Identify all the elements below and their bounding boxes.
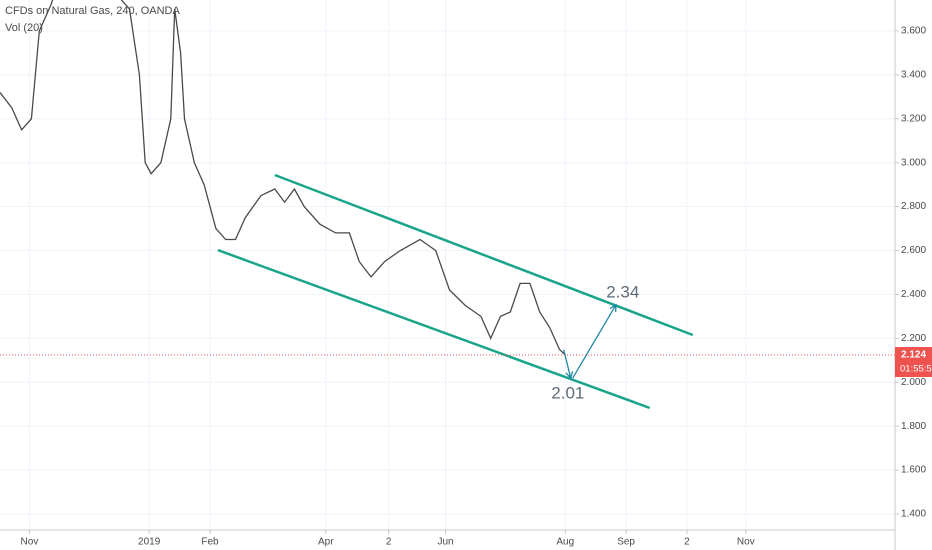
y-tick-label: 2.200	[901, 333, 926, 344]
annotation: 2.34	[606, 282, 639, 301]
y-tick-label: 1.800	[901, 421, 926, 432]
price-line	[0, 0, 566, 356]
y-tick-label: 3.200	[901, 113, 926, 124]
y-tick-label: 2.800	[901, 201, 926, 212]
plot-area	[0, 0, 694, 410]
annotation: 2.01	[551, 383, 584, 402]
volume-label: Vol (20)	[5, 22, 43, 34]
y-tick-label: 2.600	[901, 245, 926, 256]
x-tick-label: Nov	[21, 537, 39, 548]
x-tick-label: 2	[684, 537, 690, 548]
countdown-label: 01:55:50	[900, 364, 932, 375]
y-tick-label: 2.000	[901, 377, 926, 388]
chart-title: CFDs on Natural Gas, 240, OANDA	[5, 5, 181, 17]
y-tick-label: 3.000	[901, 157, 926, 168]
arrow	[572, 303, 617, 379]
y-tick-label: 3.400	[901, 70, 926, 81]
y-tick-label: 1.400	[901, 509, 926, 520]
channel-line	[274, 173, 694, 337]
x-tick-label: Apr	[318, 537, 334, 548]
x-tick-label: 2019	[138, 537, 161, 548]
last-price-label: 2.124	[901, 350, 926, 361]
x-tick-label: Nov	[737, 537, 755, 548]
x-tick-label: Sep	[617, 537, 635, 548]
last-price-box	[895, 347, 932, 378]
x-tick-label: 2	[386, 537, 392, 548]
y-tick-label: 2.400	[901, 289, 926, 300]
x-tick-label: Jun	[437, 537, 453, 548]
grid	[0, 0, 895, 530]
channel-line	[217, 248, 651, 410]
y-tick-label: 1.600	[901, 465, 926, 476]
x-tick-label: Feb	[201, 537, 219, 548]
x-tick-label: Aug	[556, 537, 574, 548]
y-tick-label: 3.600	[901, 26, 926, 37]
